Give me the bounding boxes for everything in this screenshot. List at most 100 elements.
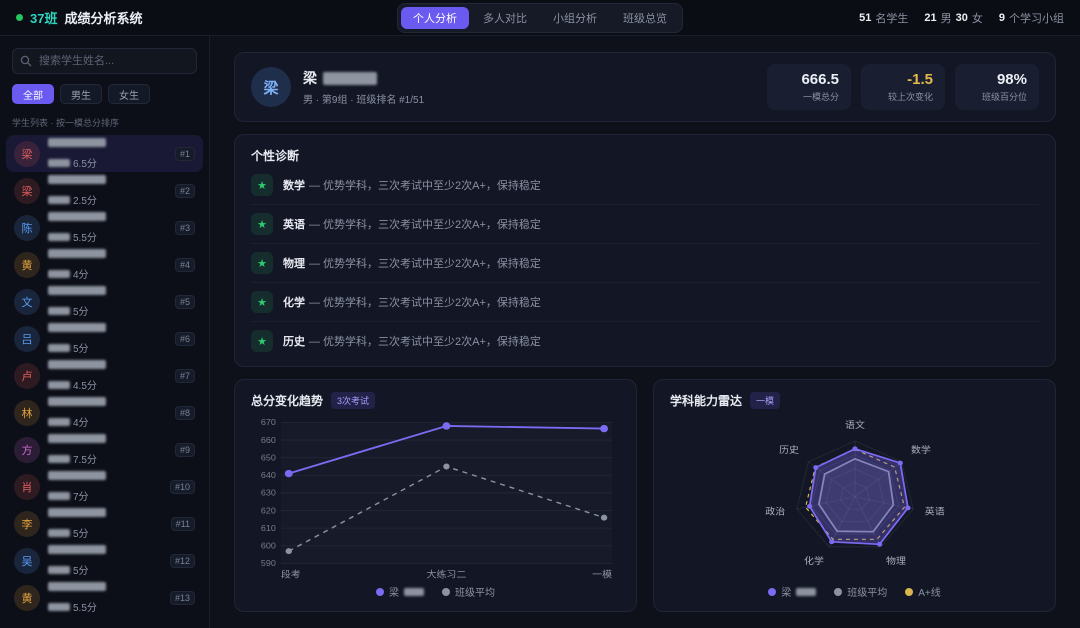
student-row[interactable]: 黄 5.5分 #13 bbox=[6, 579, 203, 616]
svg-text:670: 670 bbox=[261, 417, 276, 427]
charts-row: 总分变化趋势 3次考试 590 600 610 620 630 640 650 660 670 段… bbox=[234, 379, 1056, 612]
student-score: 5.5分 bbox=[48, 229, 167, 244]
student-avatar: 黄 bbox=[14, 584, 40, 611]
gender-filters: 全部 男生 女生 bbox=[12, 84, 197, 104]
score-trend-badge: 3次考试 bbox=[331, 392, 376, 409]
rank-badge: #6 bbox=[174, 331, 195, 346]
student-row[interactable]: 陈 5.5分 #3 bbox=[6, 209, 203, 246]
redacted-score-digits bbox=[48, 269, 70, 278]
svg-text:600: 600 bbox=[261, 541, 276, 551]
student-score: 5分 bbox=[48, 303, 167, 318]
stat-label: 班级百分位 bbox=[981, 92, 1027, 102]
student-row[interactable]: 吴 5分 #12 bbox=[6, 542, 203, 579]
redacted-score-digits bbox=[48, 417, 70, 426]
profile-name-prefix: 梁 bbox=[303, 70, 317, 86]
search-icon bbox=[20, 55, 32, 67]
diagnosis-row: ★ 历史 — 优势学科，三次考试中至少2次A+，保持稳定 bbox=[251, 322, 1039, 354]
svg-text:620: 620 bbox=[261, 506, 276, 516]
total-score-trend-chart: 590 600 610 620 630 640 650 660 670 段考 大练习二 一模 bbox=[261, 417, 612, 581]
diagnosis-desc: — 优势学科，三次考试中至少2次A+，保持稳定 bbox=[309, 258, 541, 270]
student-row[interactable]: 吕 5分 #6 bbox=[6, 320, 203, 357]
rank-badge: #13 bbox=[169, 590, 195, 605]
students-count: 51 bbox=[859, 11, 872, 24]
female-label: 女 bbox=[971, 12, 983, 25]
student-score: 5.5分 bbox=[48, 599, 162, 614]
main-content: 梁 梁 男 · 第9组 · 班级排名 #1/51 666.5 一模总分 -1.5 较上… bbox=[210, 36, 1080, 628]
student-row[interactable]: 肖 7分 #10 bbox=[6, 468, 203, 505]
student-row[interactable]: 黄 4分 #4 bbox=[6, 246, 203, 283]
rank-badge: #11 bbox=[170, 516, 195, 531]
svg-text:段考: 段考 bbox=[281, 569, 301, 581]
student-avatar: 方 bbox=[14, 436, 40, 463]
tab-personal[interactable]: 个人分析 bbox=[401, 6, 469, 29]
legend-label: 班级平均 bbox=[455, 588, 495, 599]
student-row[interactable]: 林 4分 #8 bbox=[6, 394, 203, 431]
student-avatar: 陈 bbox=[14, 214, 40, 241]
class-stats: 51 名学生 21 男 30 女 9 个学习小组 bbox=[859, 10, 1064, 26]
tab-overview[interactable]: 班级总览 bbox=[611, 7, 679, 29]
trend-legend: 梁 班级平均 bbox=[251, 584, 620, 599]
svg-text:物理: 物理 bbox=[886, 556, 906, 568]
redacted-student-name bbox=[48, 508, 106, 517]
redacted-profile-name bbox=[323, 71, 377, 85]
stat-label: 较上次变化 bbox=[887, 92, 933, 102]
male-label: 男 bbox=[940, 12, 952, 25]
diagnosis-card: 个性诊断 ★ 数学 — 优势学科，三次考试中至少2次A+，保持稳定 ★ 英语 — 优势学科… bbox=[234, 134, 1056, 367]
tab-compare[interactable]: 多人对比 bbox=[471, 7, 539, 29]
star-icon: ★ bbox=[251, 291, 273, 313]
student-avatar: 李 bbox=[14, 510, 40, 537]
redacted-student-name bbox=[48, 286, 106, 295]
diagnosis-title: 个性诊断 bbox=[251, 149, 300, 163]
students-count-label: 名学生 bbox=[875, 12, 909, 25]
svg-text:一模: 一模 bbox=[592, 569, 612, 581]
score-fragment: 6.5分 bbox=[73, 159, 97, 170]
diagnosis-row: ★ 数学 — 优势学科，三次考试中至少2次A+，保持稳定 bbox=[251, 166, 1039, 205]
stat-value: 98% bbox=[996, 71, 1027, 88]
student-avatar: 卢 bbox=[14, 362, 40, 389]
student-row[interactable]: 文 5分 #5 bbox=[6, 283, 203, 320]
diagnosis-subject: 化学 bbox=[283, 297, 305, 309]
diagnosis-desc: — 优势学科，三次考试中至少2次A+，保持稳定 bbox=[309, 336, 541, 348]
svg-text:语文: 语文 bbox=[845, 419, 865, 431]
diagnosis-row: ★ 化学 — 优势学科，三次考试中至少2次A+，保持稳定 bbox=[251, 283, 1039, 322]
redacted-student-name bbox=[48, 434, 106, 443]
student-row[interactable]: 梁 2.5分 #2 bbox=[6, 172, 203, 209]
score-fragment: 5.5分 bbox=[73, 603, 97, 614]
svg-text:历史: 历史 bbox=[779, 444, 799, 456]
filter-male[interactable]: 男生 bbox=[60, 84, 102, 104]
student-row[interactable]: 梁 6.5分 #1 bbox=[6, 135, 203, 172]
score-fragment: 5分 bbox=[73, 529, 89, 540]
legend-label: 班级平均 bbox=[847, 588, 888, 599]
diagnosis-row: ★ 物理 — 优势学科，三次考试中至少2次A+，保持稳定 bbox=[251, 244, 1039, 283]
student-row[interactable]: 方 7.5分 #9 bbox=[6, 431, 203, 468]
groups-count-label: 个学习小组 bbox=[1009, 12, 1064, 25]
filter-female[interactable]: 女生 bbox=[108, 84, 150, 104]
tab-group[interactable]: 小组分析 bbox=[541, 7, 609, 29]
student-row[interactable]: 李 5分 #11 bbox=[6, 505, 203, 542]
svg-text:650: 650 bbox=[261, 453, 276, 463]
status-dot-icon bbox=[16, 14, 23, 21]
redacted-score-digits bbox=[48, 158, 70, 167]
star-icon: ★ bbox=[251, 213, 273, 235]
svg-text:640: 640 bbox=[261, 470, 276, 480]
svg-text:化学: 化学 bbox=[804, 556, 824, 568]
student-row[interactable]: 卢 4.5分 #7 bbox=[6, 357, 203, 394]
score-trend-title: 总分变化趋势 bbox=[251, 394, 324, 408]
diagnosis-text: 数学 — 优势学科，三次考试中至少2次A+，保持稳定 bbox=[283, 177, 541, 193]
svg-text:590: 590 bbox=[261, 559, 276, 569]
student-info: 2.5分 bbox=[48, 174, 167, 207]
rank-badge: #5 bbox=[174, 294, 195, 309]
student-avatar: 文 bbox=[14, 288, 40, 315]
diagnosis-desc: — 优势学科，三次考试中至少2次A+，保持稳定 bbox=[309, 180, 541, 192]
legend-item: 梁 bbox=[376, 584, 424, 599]
profile-name: 梁 bbox=[303, 68, 424, 88]
class-badge: 37班 bbox=[30, 11, 58, 26]
redacted-score-digits bbox=[48, 602, 70, 611]
score-fragment: 7.5分 bbox=[73, 455, 97, 466]
legend-label: A+线 bbox=[918, 588, 941, 599]
student-avatar: 黄 bbox=[14, 251, 40, 278]
search-input[interactable] bbox=[12, 48, 197, 74]
filter-all[interactable]: 全部 bbox=[12, 84, 54, 104]
stat-students: 51 名学生 bbox=[859, 10, 908, 26]
legend-dot-icon bbox=[768, 587, 777, 596]
